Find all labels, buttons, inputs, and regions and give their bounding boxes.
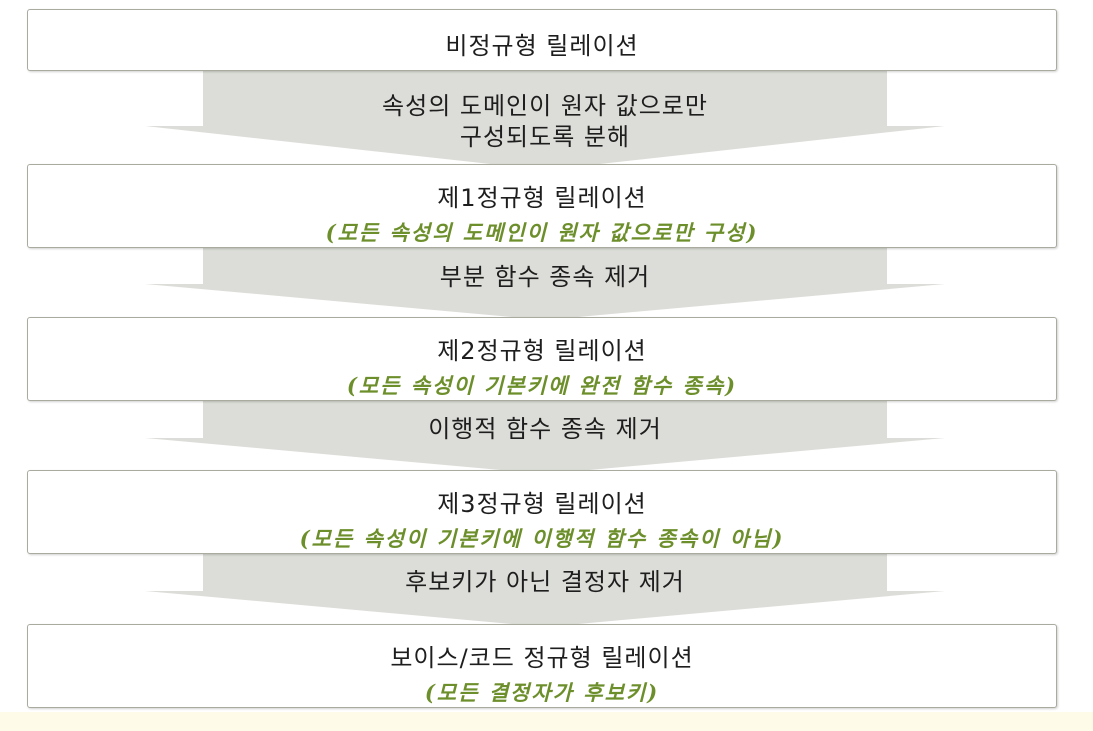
stage-note: (모든 속성의 도메인이 원자 값으로만 구성): [325, 220, 759, 245]
bottom-band: [0, 712, 1093, 731]
transition-arrow-3: 이행적 함수 종속 제거: [145, 400, 945, 474]
transition-arrow-1: 속성의 도메인이 원자 값으로만 구성되도록 분해: [145, 70, 945, 170]
arrow-shape: [145, 246, 945, 320]
stage-note: (모든 속성이 기본키에 이행적 함수 종속이 아님): [299, 526, 785, 551]
stage-box-unnormalized: 비정규형 릴레이션: [27, 9, 1057, 71]
stage-title: 비정규형 릴레이션: [445, 32, 639, 60]
transition-label-3: 이행적 함수 종속 제거: [428, 415, 662, 443]
stage-box-3nf: 제3정규형 릴레이션 (모든 속성이 기본키에 이행적 함수 종속이 아님): [27, 470, 1057, 554]
stage-title: 제1정규형 릴레이션: [437, 184, 647, 212]
stage-title: 제3정규형 릴레이션: [437, 490, 647, 518]
arrow-shape: [145, 70, 945, 170]
transition-label-2: 부분 함수 종속 제거: [439, 263, 651, 291]
transition-arrow-4: 후보키가 아닌 결정자 제거: [145, 553, 945, 627]
stage-box-1nf: 제1정규형 릴레이션 (모든 속성의 도메인이 원자 값으로만 구성): [27, 164, 1057, 248]
stage-note: (모든 속성이 기본키에 완전 함수 종속): [346, 373, 738, 398]
stage-title: 보이스/코드 정규형 릴레이션: [390, 644, 694, 672]
transition-label-1b: 구성되도록 분해: [459, 123, 631, 151]
stage-box-bcnf: 보이스/코드 정규형 릴레이션 (모든 결정자가 후보키): [27, 624, 1057, 708]
arrow-shape: [145, 400, 945, 474]
arrow-shape: [145, 553, 945, 627]
stage-title: 제2정규형 릴레이션: [437, 337, 647, 365]
stage-note: (모든 결정자가 후보키): [424, 680, 660, 705]
transition-label-1a: 속성의 도메인이 원자 값으로만: [382, 92, 708, 120]
transition-label-4: 후보키가 아닌 결정자 제거: [405, 568, 685, 596]
transition-arrow-2: 부분 함수 종속 제거: [145, 246, 945, 320]
stage-box-2nf: 제2정규형 릴레이션 (모든 속성이 기본키에 완전 함수 종속): [27, 317, 1057, 401]
